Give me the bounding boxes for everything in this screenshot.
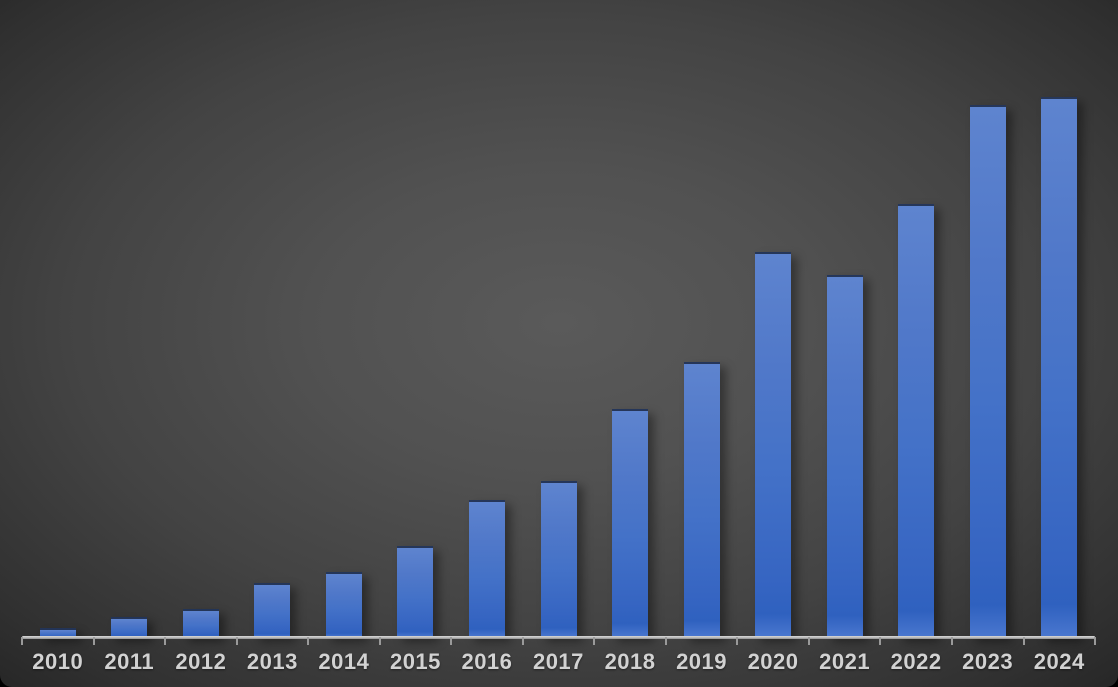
x-axis-label-2020: 2020	[747, 649, 799, 674]
bar-2016	[469, 500, 505, 637]
x-axis-tick	[378, 637, 381, 645]
x-axis-tick	[664, 637, 667, 645]
x-axis-label-2016: 2016	[461, 649, 513, 674]
bar-2013	[254, 583, 291, 637]
x-axis-tick	[450, 637, 453, 645]
x-axis-tick	[1022, 637, 1025, 645]
x-axis-label-2024: 2024	[1033, 649, 1085, 674]
x-axis-label-2017: 2017	[532, 649, 584, 674]
bar-2012	[182, 609, 219, 637]
bar-2023	[969, 105, 1006, 637]
bar-2021	[826, 275, 863, 637]
bar-2024	[1041, 97, 1078, 637]
x-axis-label-2010: 2010	[32, 649, 84, 674]
x-axis-tick	[164, 637, 167, 645]
x-axis-tick	[21, 637, 23, 645]
bar-2017	[540, 481, 577, 637]
x-axis-label-2022: 2022	[890, 649, 942, 674]
x-axis-tick	[92, 637, 95, 645]
x-axis-label-2012: 2012	[175, 649, 227, 674]
bar-2020	[755, 252, 792, 637]
bar-2015	[397, 546, 434, 637]
x-axis-tick	[950, 637, 953, 645]
bar-2010	[39, 628, 76, 637]
x-axis-label-2015: 2015	[389, 649, 441, 674]
x-axis-tick	[1094, 637, 1096, 645]
bar-2018	[612, 409, 648, 637]
x-axis-label-2023: 2023	[962, 649, 1014, 674]
bar-2022	[898, 204, 935, 637]
bar-2014	[325, 572, 362, 637]
x-axis-label-2019: 2019	[676, 649, 728, 674]
x-axis-label-2021: 2021	[819, 649, 871, 674]
x-axis-label-2011: 2011	[104, 649, 155, 674]
x-axis-label-2014: 2014	[318, 649, 370, 674]
x-axis-tick	[879, 637, 882, 645]
x-axis-label-2013: 2013	[246, 649, 298, 674]
bar-2011	[111, 617, 148, 637]
x-axis-label-2018: 2018	[604, 649, 656, 674]
bar-2019	[683, 362, 720, 637]
x-axis-tick	[235, 637, 238, 645]
x-axis-tick	[807, 637, 810, 645]
x-axis-line	[22, 636, 1095, 639]
x-axis-tick	[521, 637, 524, 645]
x-axis-tick	[307, 637, 310, 645]
x-axis-tick	[593, 637, 596, 645]
x-axis-tick	[736, 637, 739, 645]
